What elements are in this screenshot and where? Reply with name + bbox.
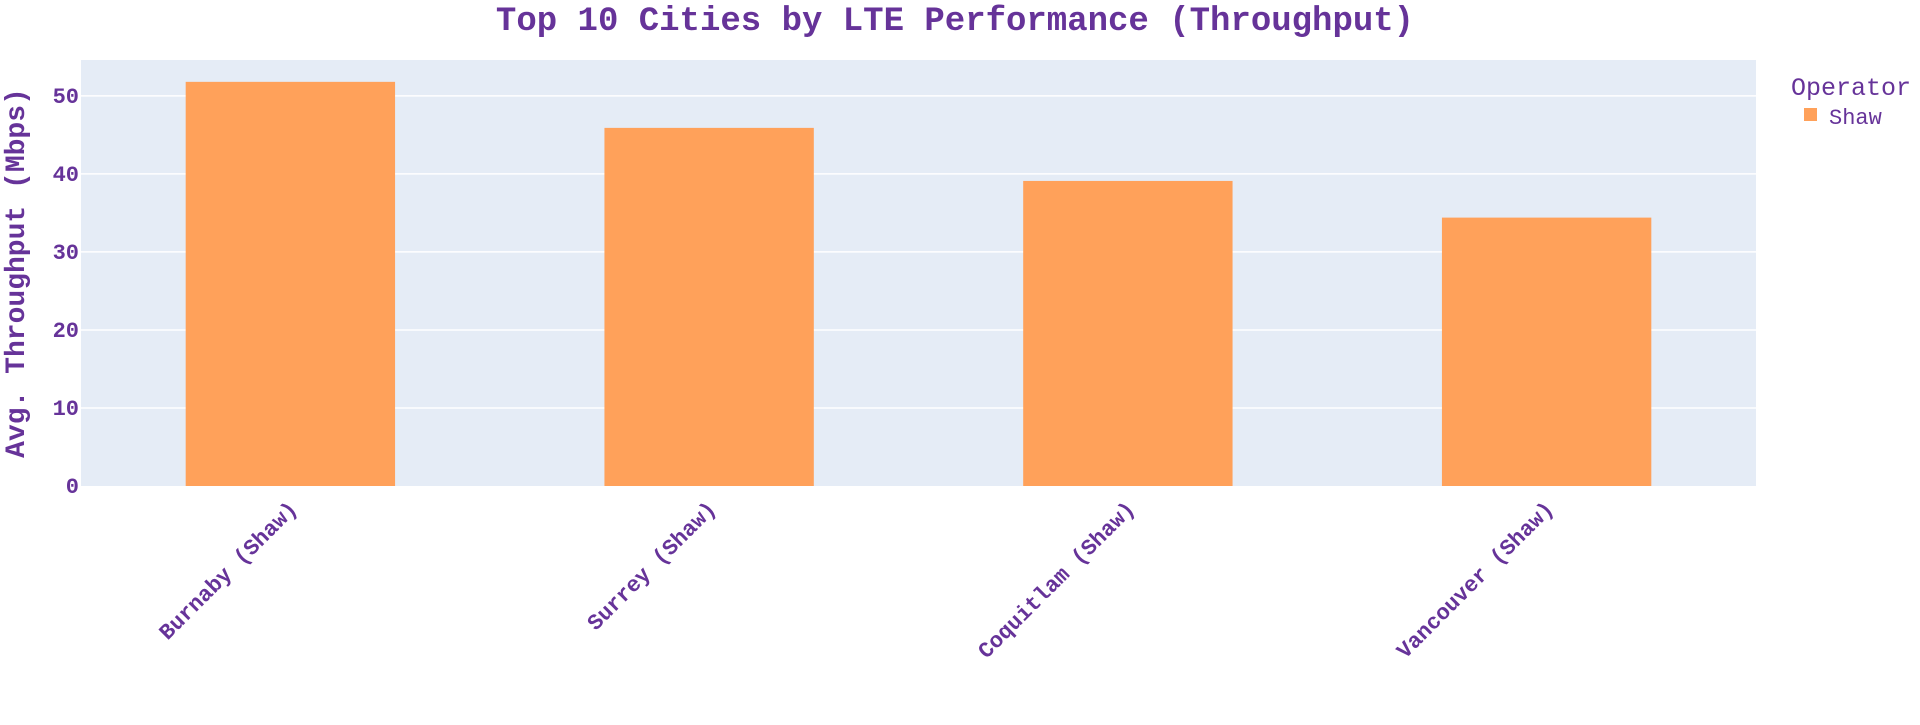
y-tick-label: 40 (53, 163, 79, 188)
y-tick-label: 10 (53, 397, 79, 422)
y-tick-label: 20 (53, 319, 79, 344)
legend-title: Operator (1791, 74, 1911, 103)
legend-label-shaw: Shaw (1829, 106, 1882, 131)
bar-3 (1441, 217, 1652, 486)
x-tick-label: Surrey (Shaw) (583, 497, 722, 636)
legend: Operator Shaw (1791, 74, 1911, 131)
bar-1 (604, 127, 814, 486)
x-tick-label: Vancouver (Shaw) (1393, 497, 1560, 664)
y-axis-label: Avg. Throughput (Mbps) (2, 88, 33, 458)
bar-2 (1023, 180, 1233, 486)
y-axis-ticks: 0 10 20 30 40 50 (53, 85, 79, 500)
legend-swatch-shaw (1804, 108, 1817, 121)
y-tick-label: 30 (53, 241, 79, 266)
x-tick-label: Coquitlam (Shaw) (974, 497, 1141, 664)
x-tick-label: Burnaby (Shaw) (155, 497, 303, 645)
chart-title: Top 10 Cities by LTE Performance (Throug… (496, 3, 1414, 41)
bars (185, 81, 1652, 486)
x-axis-ticks: Burnaby (Shaw) Surrey (Shaw) Coquitlam (Sh… (155, 497, 1560, 664)
bar-0 (185, 81, 396, 486)
y-tick-label: 50 (53, 85, 79, 110)
y-tick-label: 0 (66, 475, 79, 500)
